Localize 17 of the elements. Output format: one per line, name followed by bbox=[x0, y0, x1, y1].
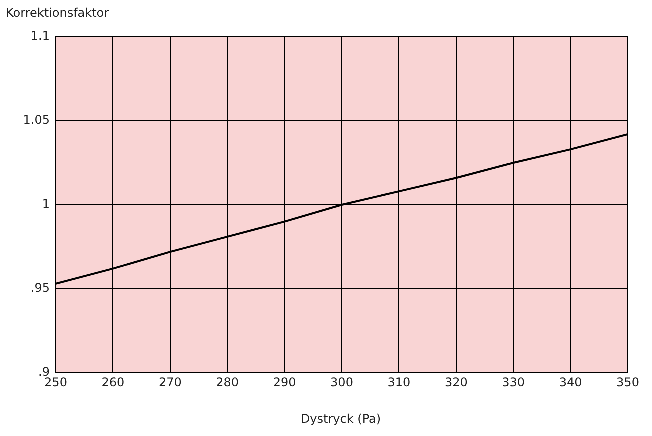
x-tick-label: 330 bbox=[502, 375, 526, 390]
x-tick-label: 290 bbox=[273, 375, 296, 390]
y-tick-label: 1.05 bbox=[23, 113, 50, 128]
x-tick-label: 340 bbox=[559, 375, 582, 390]
x-tick-label: 350 bbox=[616, 375, 640, 390]
x-tick-label: 250 bbox=[44, 375, 68, 390]
x-tick-label: 280 bbox=[216, 375, 240, 390]
x-axis-title: Dystryck (Pa) bbox=[300, 412, 382, 426]
x-tick-label: 300 bbox=[330, 375, 354, 390]
y-tick-label: .95 bbox=[30, 281, 50, 296]
y-axis-title: Korrektionsfaktor bbox=[6, 6, 110, 20]
y-tick-label: 1.1 bbox=[30, 29, 50, 44]
x-tick-label: 260 bbox=[102, 375, 125, 390]
x-tick-label: 320 bbox=[444, 375, 468, 390]
x-tick-label: 310 bbox=[388, 375, 411, 390]
x-tick-label: 270 bbox=[158, 375, 182, 390]
y-tick-label: 1 bbox=[42, 197, 50, 212]
